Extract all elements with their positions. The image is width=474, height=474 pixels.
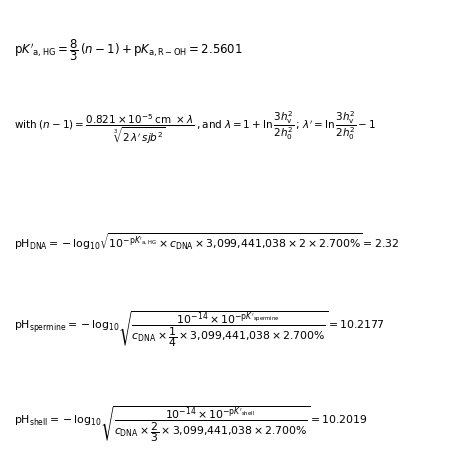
Text: $\mathrm{p}K'_{\mathrm{a,HG}} = \dfrac{8}{3}\,(n-1) + \mathrm{p}K_{\mathrm{a,R-O: $\mathrm{p}K'_{\mathrm{a,HG}} = \dfrac{8… (14, 37, 243, 63)
Text: $\mathrm{pH}_{\mathrm{DNA}} = -\log_{10}\!\sqrt{10^{-\mathrm{p}K'_{\mathrm{a,HG}: $\mathrm{pH}_{\mathrm{DNA}} = -\log_{10}… (14, 231, 400, 252)
Text: $\mathrm{with}\;(n-1) = \dfrac{0.821 \times 10^{-5}\;\mathrm{cm}\;\times\lambda}: $\mathrm{with}\;(n-1) = \dfrac{0.821 \ti… (14, 110, 376, 146)
Text: $\mathrm{pH}_{\mathrm{spermine}} = -\log_{10}\!\sqrt{\dfrac{10^{-14} \times 10^{: $\mathrm{pH}_{\mathrm{spermine}} = -\log… (14, 310, 385, 349)
Text: $\mathrm{pH}_{\mathrm{shell}} = -\log_{10}\!\sqrt{\dfrac{10^{-14} \times 10^{-\m: $\mathrm{pH}_{\mathrm{shell}} = -\log_{1… (14, 404, 367, 444)
